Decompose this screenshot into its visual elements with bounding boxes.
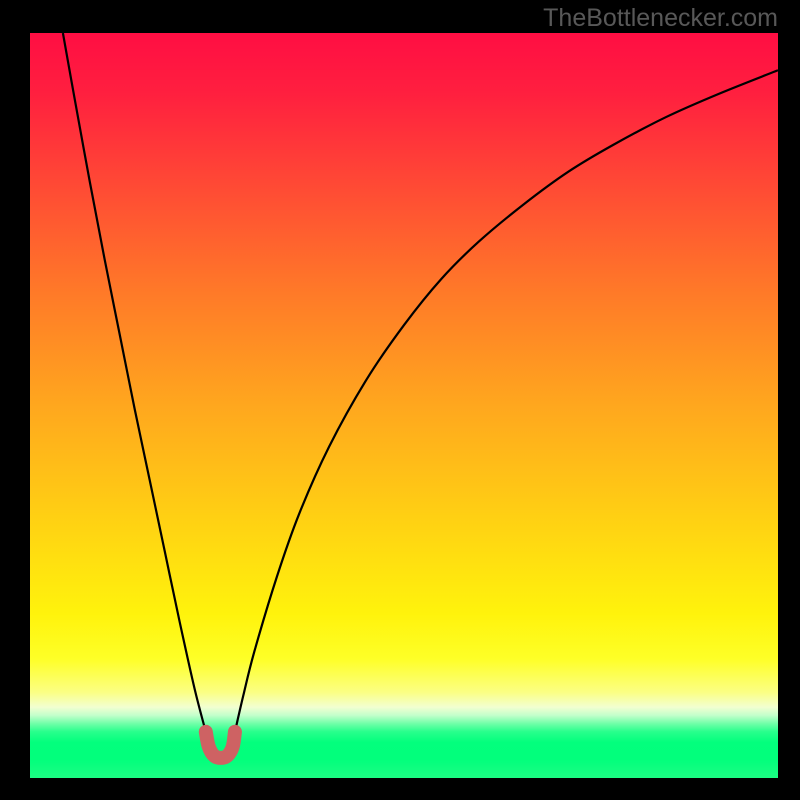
chart-curves [30, 33, 778, 778]
watermark-text: TheBottlenecker.com [543, 4, 778, 33]
